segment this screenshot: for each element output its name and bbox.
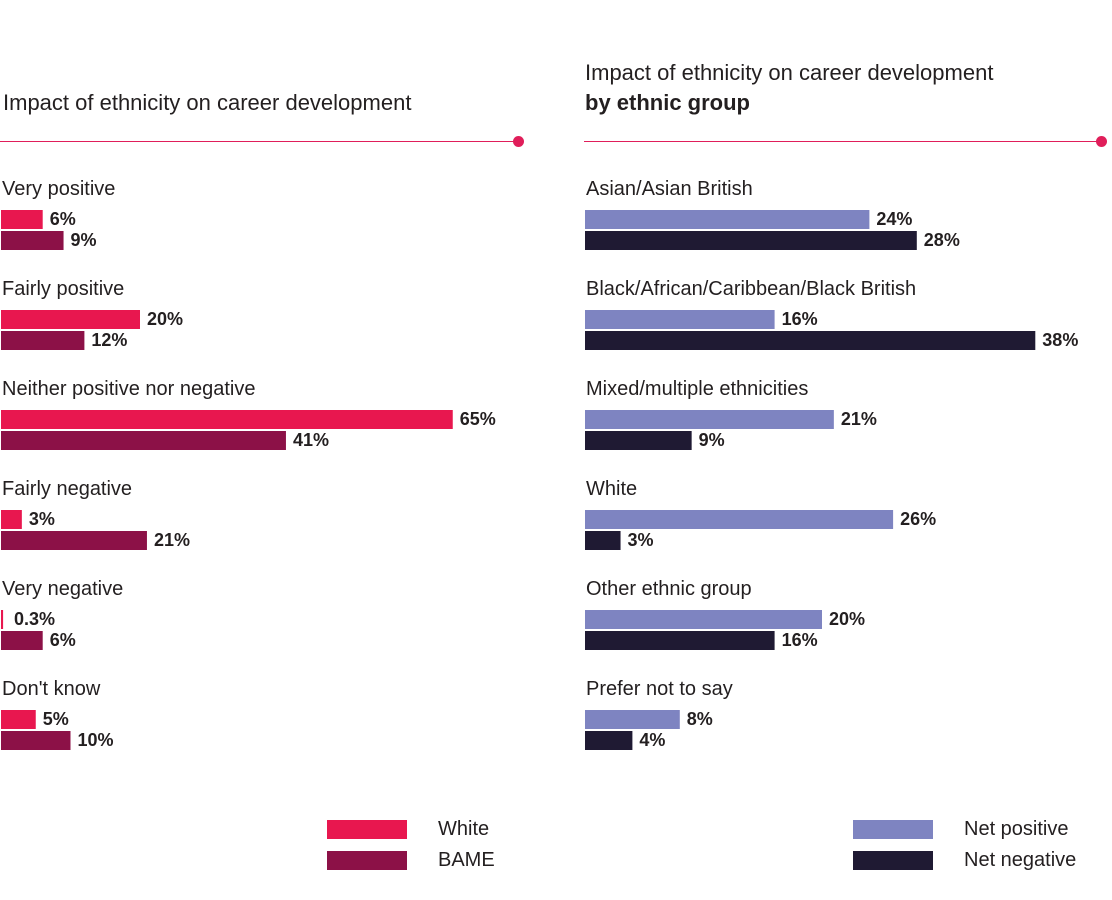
category-label: Neither positive nor negative xyxy=(2,378,255,400)
category-group-neither-positive-nor-negative: Neither positive nor negative 65% 41% xyxy=(1,378,496,450)
bar-net-negative-other-ethnic-group xyxy=(585,631,775,650)
category-label: White xyxy=(586,478,637,500)
category-group-prefer-not-to-say: Prefer not to say 8% 4% xyxy=(585,678,733,750)
bar-bame-don-t-know xyxy=(1,731,71,750)
category-label: Very positive xyxy=(2,178,115,200)
bar-net-negative-prefer-not-to-say xyxy=(585,731,633,750)
category-label: Prefer not to say xyxy=(586,678,733,700)
bar-net-positive-black-african-caribbean-black-british xyxy=(585,310,775,329)
category-group-fairly-positive: Fairly positive 20% 12% xyxy=(1,278,183,350)
legend-label: BAME xyxy=(438,849,495,871)
data-label-net-positive: 26% xyxy=(900,509,936,529)
bar-bame-neither-positive-nor-negative xyxy=(1,431,286,450)
category-label: Black/African/Caribbean/Black British xyxy=(586,278,916,300)
bar-net-negative-mixed-multiple-ethnicities xyxy=(585,431,692,450)
bar-white-fairly-positive xyxy=(1,310,140,329)
legend-swatch xyxy=(853,820,933,839)
category-group-very-negative: Very negative 0.3%6% xyxy=(1,578,123,650)
divider-end-dot xyxy=(513,136,524,147)
data-label-net-positive: 21% xyxy=(841,409,877,429)
category-label: Fairly negative xyxy=(2,478,132,500)
chart-title: Impact of ethnicity on career developmen… xyxy=(585,60,994,85)
legend-label: White xyxy=(438,818,490,840)
data-label-net-positive: 8% xyxy=(687,709,713,729)
category-label: Very negative xyxy=(2,578,123,600)
bar-net-negative-black-african-caribbean-black-british xyxy=(585,331,1036,350)
data-label-net-negative: 28% xyxy=(924,230,960,250)
category-group-other-ethnic-group: Other ethnic group 20% 16% xyxy=(585,578,865,650)
bar-white-very-negative xyxy=(1,610,4,629)
bar-white-don-t-know xyxy=(1,710,36,729)
data-label-white: 20% xyxy=(147,309,183,329)
data-label-net-negative: 3% xyxy=(628,530,654,550)
category-label: Mixed/multiple ethnicities xyxy=(586,378,808,400)
data-label-white: 5% xyxy=(43,709,69,729)
data-label-white: 65% xyxy=(460,409,496,429)
data-label-white: 0.3% xyxy=(14,609,55,629)
data-label-net-negative: 9% xyxy=(699,430,725,450)
divider-end-dot xyxy=(1096,136,1107,147)
legend-label: Net negative xyxy=(964,849,1077,871)
category-label: Asian/Asian British xyxy=(586,178,753,200)
bar-bame-fairly-negative xyxy=(1,531,147,550)
data-label-net-negative: 16% xyxy=(782,630,818,650)
category-group-very-positive: Very positive 6%9% xyxy=(1,178,115,250)
category-group-fairly-negative: Fairly negative 3% 21% xyxy=(1,478,190,550)
legend-label: Net positive xyxy=(964,818,1069,840)
data-label-bame: 10% xyxy=(78,730,114,750)
chart-panel-ethnicity-overall: Impact of ethnicity on career developmen… xyxy=(0,0,530,900)
bar-bame-very-positive xyxy=(1,231,64,250)
category-group-asian-asian-british: Asian/Asian British 24% 28% xyxy=(585,178,960,250)
category-label: Fairly positive xyxy=(2,278,124,300)
category-group-white: White 26% 3% xyxy=(585,478,936,550)
bar-chart-svg: Asian/Asian British 24% 28% Black/African/C… xyxy=(585,178,1078,750)
data-label-white: 3% xyxy=(29,509,55,529)
data-label-white: 6% xyxy=(50,209,76,229)
bar-white-fairly-negative xyxy=(1,510,22,529)
chart-panel-by-ethnic-group: Impact of ethnicity on career developmen… xyxy=(584,0,1112,900)
category-group-black-african-caribbean-black-british: Black/African/Caribbean/Black British 16%… xyxy=(585,278,1078,350)
title-divider xyxy=(0,141,518,142)
bar-net-positive-asian-asian-british xyxy=(585,210,870,229)
category-label: Other ethnic group xyxy=(586,578,752,600)
bar-bame-fairly-positive xyxy=(1,331,85,350)
title-divider xyxy=(584,141,1102,142)
bar-white-very-positive xyxy=(1,210,43,229)
bar-net-positive-white xyxy=(585,510,894,529)
data-label-bame: 9% xyxy=(71,230,97,250)
legend-swatch xyxy=(327,820,407,839)
bar-bame-very-negative xyxy=(1,631,43,650)
data-label-bame: 21% xyxy=(154,530,190,550)
chart-subtitle: by ethnic group xyxy=(585,90,750,115)
bar-net-negative-white xyxy=(585,531,621,550)
data-label-bame: 41% xyxy=(293,430,329,450)
data-label-bame: 12% xyxy=(91,330,127,350)
data-label-net-negative: 38% xyxy=(1042,330,1078,350)
bar-net-positive-mixed-multiple-ethnicities xyxy=(585,410,834,429)
legend-swatch xyxy=(327,851,407,870)
category-label: Don't know xyxy=(2,678,101,700)
category-group-don-t-know: Don't know 5% 10% xyxy=(1,678,114,750)
data-label-net-positive: 20% xyxy=(829,609,865,629)
data-label-net-positive: 16% xyxy=(782,309,818,329)
data-label-net-positive: 24% xyxy=(876,209,912,229)
bar-net-negative-asian-asian-british xyxy=(585,231,917,250)
data-label-bame: 6% xyxy=(50,630,76,650)
chart-title: Impact of ethnicity on career developmen… xyxy=(3,90,412,115)
category-group-mixed-multiple-ethnicities: Mixed/multiple ethnicities 21% 9% xyxy=(585,378,877,450)
data-label-net-negative: 4% xyxy=(639,730,665,750)
legend-swatch xyxy=(853,851,933,870)
bar-white-neither-positive-nor-negative xyxy=(1,410,453,429)
bar-net-positive-prefer-not-to-say xyxy=(585,710,680,729)
bar-net-positive-other-ethnic-group xyxy=(585,610,822,629)
